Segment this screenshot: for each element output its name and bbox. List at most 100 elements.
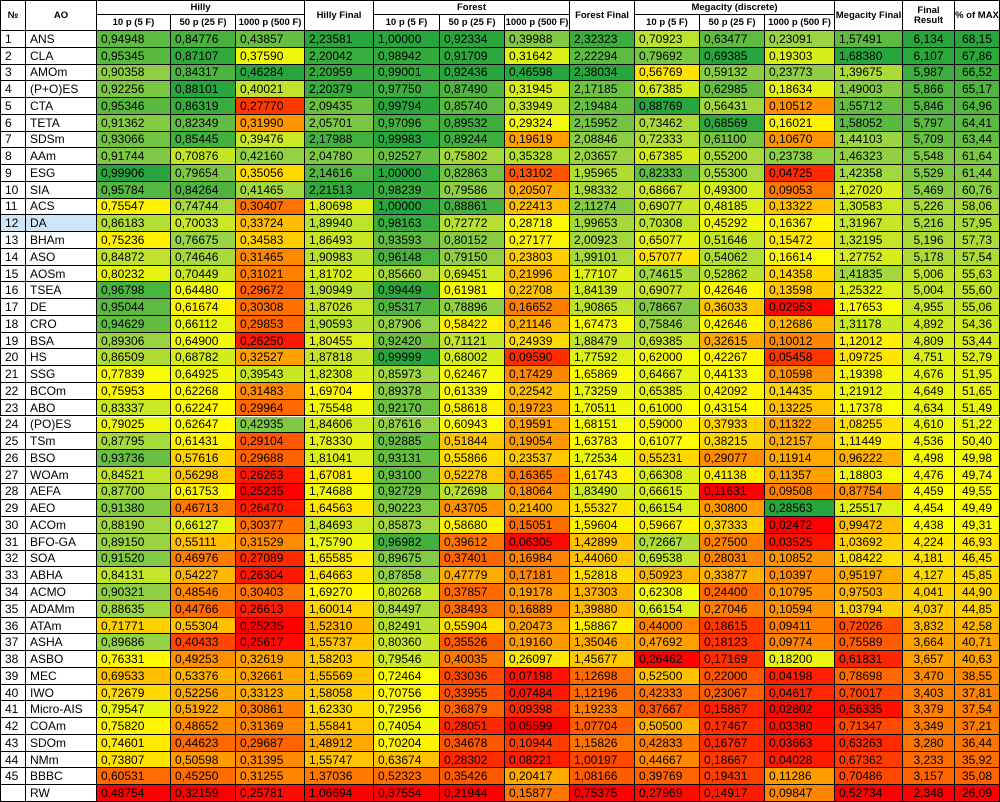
- value-cell: 1,37036: [305, 768, 374, 786]
- row-number: 14: [0, 248, 26, 266]
- value-cell: 0,31483: [236, 382, 305, 400]
- value-cell: 0,42267: [700, 349, 765, 367]
- value-cell: 2,20042: [305, 47, 374, 65]
- value-cell: 0,44623: [171, 734, 236, 752]
- score-cell: 63,44: [955, 131, 1000, 149]
- row-number: 9: [0, 165, 26, 182]
- value-cell: 0,02472: [765, 517, 835, 534]
- value-cell: 0,69077: [635, 198, 700, 216]
- row-number: 33: [0, 567, 26, 585]
- value-cell: 1,81702: [305, 265, 374, 283]
- score-cell: 66,52: [955, 64, 1000, 82]
- value-cell: 1,58203: [305, 651, 374, 668]
- value-cell: 0,75846: [635, 315, 700, 333]
- score-cell: 50,40: [955, 433, 1000, 450]
- value-cell: 0,75375: [570, 785, 635, 802]
- row-number: 16: [0, 282, 26, 300]
- ao-name: AMOm: [26, 64, 97, 82]
- value-cell: 0,26250: [236, 332, 305, 350]
- value-cell: 0,88101: [171, 81, 236, 99]
- value-cell: 1,84139: [570, 282, 635, 300]
- value-cell: 0,95197: [835, 567, 903, 585]
- ao-name: SDSm: [26, 131, 97, 149]
- value-cell: 0,33877: [700, 567, 765, 585]
- value-cell: 2,23581: [305, 31, 374, 48]
- value-cell: 0,02802: [765, 701, 835, 719]
- value-cell: 0,68002: [440, 349, 505, 367]
- value-cell: 0,68782: [171, 349, 236, 367]
- value-cell: 1,67081: [305, 466, 374, 484]
- value-cell: 0,10397: [765, 567, 835, 585]
- score-cell: 3,280: [903, 734, 955, 752]
- value-cell: 2,38034: [570, 64, 635, 82]
- value-cell: 1,30583: [835, 198, 903, 216]
- value-cell: 0,16614: [765, 248, 835, 266]
- value-cell: 0,16889: [505, 600, 570, 618]
- ao-name: TETA: [26, 114, 97, 132]
- value-cell: 1,41835: [835, 265, 903, 283]
- value-cell: 2,09435: [305, 98, 374, 115]
- value-cell: 1,86493: [305, 232, 374, 249]
- value-cell: 0,05458: [765, 349, 835, 367]
- value-cell: 0,19723: [505, 399, 570, 417]
- score-cell: 67,86: [955, 47, 1000, 65]
- value-cell: 0,39988: [505, 31, 570, 48]
- value-cell: 0,82333: [635, 165, 700, 182]
- row-number: 15: [0, 265, 26, 283]
- value-cell: 0,45292: [700, 215, 765, 233]
- value-cell: 0,20507: [505, 181, 570, 199]
- value-cell: 0,64480: [171, 282, 236, 300]
- value-cell: 0,52278: [440, 466, 505, 484]
- value-cell: 0,10598: [765, 366, 835, 383]
- value-cell: 0,90223: [374, 500, 440, 518]
- value-cell: 0,90321: [97, 584, 171, 601]
- value-cell: 1,25517: [835, 500, 903, 518]
- value-cell: 0,71121: [440, 332, 505, 350]
- value-cell: 0,12686: [765, 315, 835, 333]
- value-cell: 0,06305: [505, 533, 570, 551]
- value-cell: 0,62647: [171, 416, 236, 434]
- value-cell: 0,85660: [374, 265, 440, 283]
- value-cell: 0,85873: [374, 517, 440, 534]
- value-cell: 0,99983: [374, 131, 440, 149]
- ao-name: BFO-GA: [26, 533, 97, 551]
- ao-name: BSO: [26, 450, 97, 467]
- row-number: 37: [0, 634, 26, 652]
- value-cell: 0,70308: [635, 215, 700, 233]
- score-cell: 61,64: [955, 148, 1000, 166]
- value-cell: 1,89940: [305, 215, 374, 233]
- header-percent: % of MAX: [955, 0, 1000, 31]
- value-cell: 0,09411: [765, 617, 835, 635]
- value-cell: 0,72667: [635, 533, 700, 551]
- value-cell: 0,75953: [97, 382, 171, 400]
- value-cell: 0,10670: [765, 131, 835, 149]
- value-cell: 0,15051: [505, 517, 570, 534]
- score-cell: 44,85: [955, 600, 1000, 618]
- sub-header: 1000 p (500 F): [236, 15, 305, 31]
- value-cell: 0,39543: [236, 366, 305, 383]
- value-cell: 0,30308: [236, 299, 305, 316]
- value-cell: 0,88861: [440, 198, 505, 216]
- value-cell: 0,12157: [765, 433, 835, 450]
- value-cell: 0,71771: [97, 617, 171, 635]
- value-cell: 1,42358: [835, 165, 903, 182]
- value-cell: 0,50923: [635, 567, 700, 585]
- ao-name: ASHA: [26, 634, 97, 652]
- value-cell: 1,19233: [570, 701, 635, 719]
- value-cell: 0,87754: [835, 483, 903, 501]
- value-cell: 0,91520: [97, 550, 171, 568]
- row-number: 1: [0, 31, 26, 48]
- value-cell: 1,73259: [570, 382, 635, 400]
- score-cell: 5,004: [903, 282, 955, 300]
- value-cell: 1,39675: [835, 64, 903, 82]
- value-cell: 0,70923: [635, 31, 700, 48]
- value-cell: 0,66112: [171, 315, 236, 333]
- value-cell: 0,29688: [236, 450, 305, 467]
- value-cell: 0,23091: [765, 31, 835, 48]
- score-cell: 3,233: [903, 751, 955, 769]
- group-final-header: Megacity Final: [835, 0, 903, 31]
- value-cell: 1,03692: [835, 533, 903, 551]
- value-cell: 2,15952: [570, 114, 635, 132]
- row-number: 38: [0, 651, 26, 668]
- value-cell: 0,28051: [440, 718, 505, 735]
